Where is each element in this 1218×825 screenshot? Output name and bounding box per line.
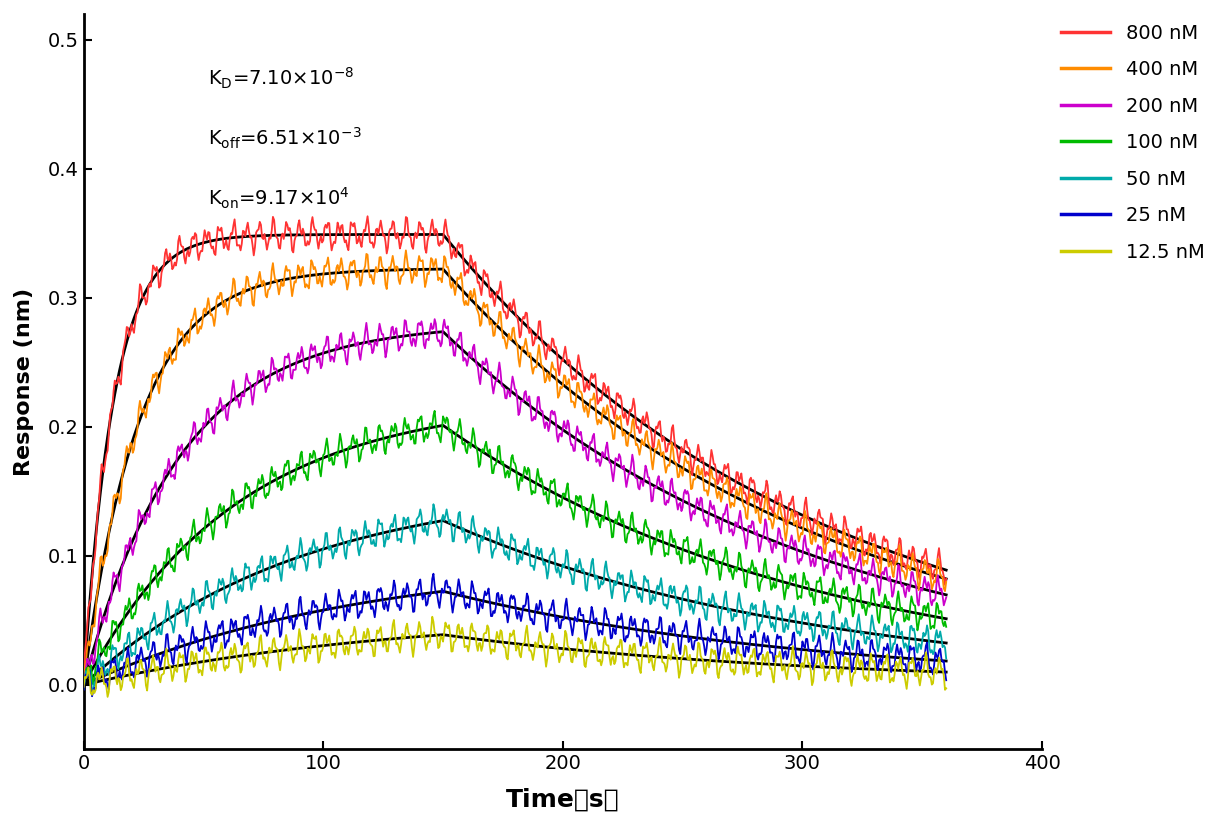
Legend: 800 nM, 400 nM, 200 nM, 100 nM, 50 nM, 25 nM, 12.5 nM: 800 nM, 400 nM, 200 nM, 100 nM, 50 nM, 2… — [1061, 24, 1205, 262]
Text: K$_\mathrm{off}$=6.51×10$^{-3}$: K$_\mathrm{off}$=6.51×10$^{-3}$ — [208, 125, 362, 151]
Y-axis label: Response (nm): Response (nm) — [13, 288, 34, 476]
X-axis label: Time（s）: Time（s） — [505, 787, 620, 811]
Text: K$_\mathrm{on}$=9.17×10$^{4}$: K$_\mathrm{on}$=9.17×10$^{4}$ — [208, 186, 350, 211]
Text: K$_\mathrm{D}$=7.10×10$^{-8}$: K$_\mathrm{D}$=7.10×10$^{-8}$ — [208, 65, 354, 91]
